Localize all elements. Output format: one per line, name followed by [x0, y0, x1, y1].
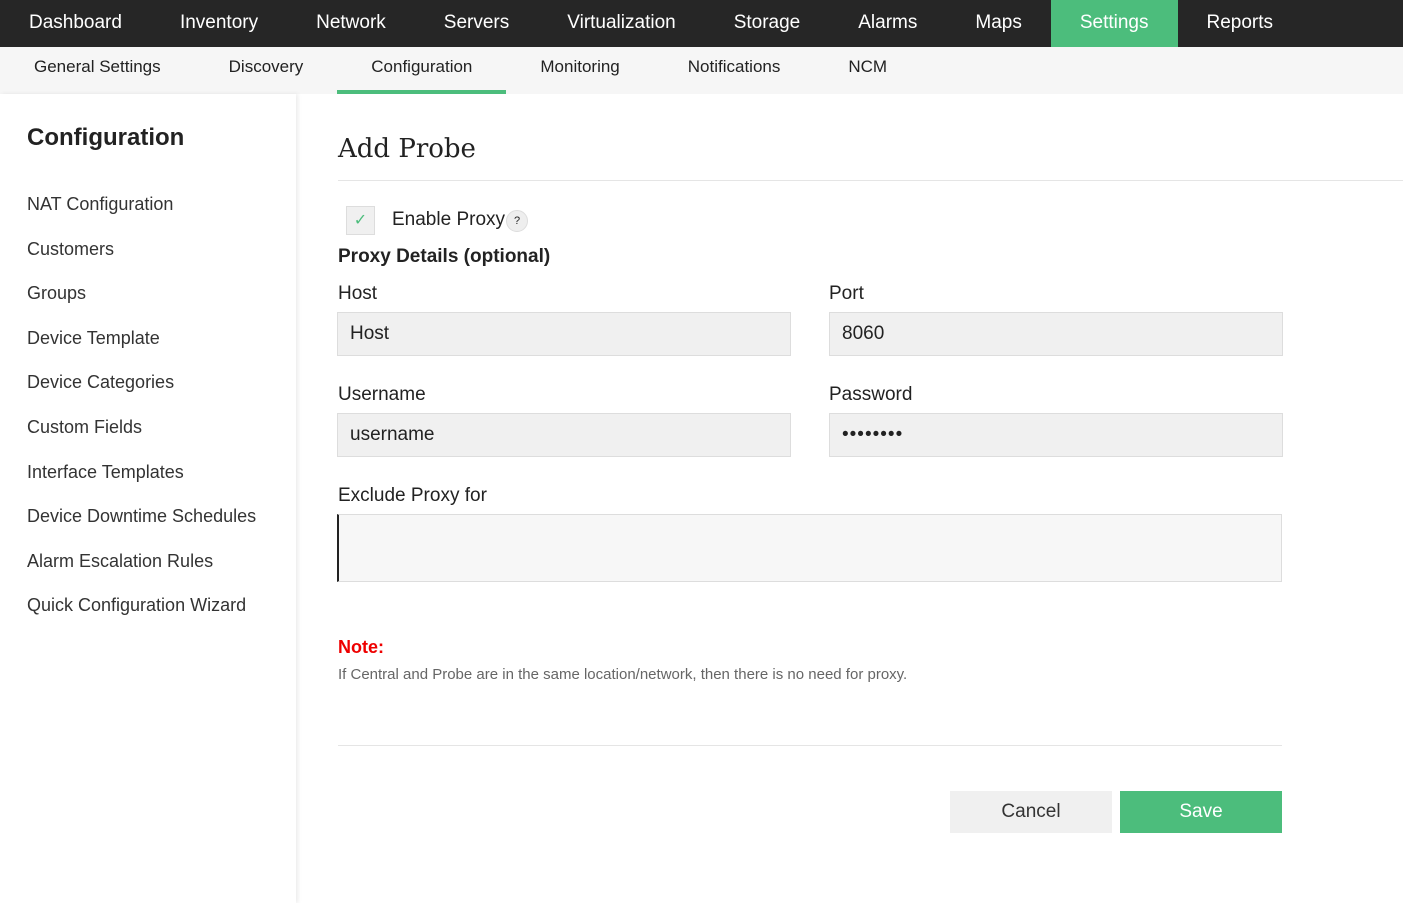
- nav-alarms[interactable]: Alarms: [858, 12, 918, 33]
- nav-servers[interactable]: Servers: [443, 12, 510, 33]
- tab-notifications[interactable]: Notifications: [687, 57, 781, 76]
- sidebar-item-downtime-schedules[interactable]: Device Downtime Schedules: [27, 506, 257, 527]
- nav-maps[interactable]: Maps: [975, 12, 1022, 33]
- section-heading: Proxy Details (optional): [338, 246, 551, 267]
- divider: [338, 180, 1403, 181]
- exclude-proxy-label: Exclude Proxy for: [338, 485, 487, 506]
- cancel-button[interactable]: Cancel: [950, 791, 1112, 833]
- sidebar-item-customers[interactable]: Customers: [27, 238, 115, 259]
- port-label: Port: [829, 283, 864, 304]
- tab-discovery[interactable]: Discovery: [228, 57, 304, 76]
- password-label: Password: [829, 384, 913, 405]
- username-input[interactable]: username: [337, 413, 791, 457]
- tab-general-settings[interactable]: General Settings: [34, 57, 161, 76]
- enable-proxy-label: Enable Proxy: [392, 209, 506, 230]
- port-input[interactable]: 8060: [829, 312, 1283, 356]
- top-nav: Dashboard Inventory Network Servers Virt…: [0, 0, 1403, 47]
- check-icon: ✓: [353, 212, 368, 229]
- sub-nav: General Settings Discovery Configuration…: [0, 47, 1403, 94]
- host-input[interactable]: Host: [337, 312, 791, 356]
- nav-reports[interactable]: Reports: [1206, 12, 1274, 33]
- sidebar-title: Configuration: [27, 124, 185, 151]
- nav-settings[interactable]: Settings: [1050, 0, 1178, 47]
- nav-virtualization[interactable]: Virtualization: [567, 12, 676, 33]
- sidebar-item-groups[interactable]: Groups: [27, 283, 87, 304]
- sidebar-item-device-categories[interactable]: Device Categories: [27, 372, 175, 393]
- host-label: Host: [338, 283, 378, 304]
- save-button[interactable]: Save: [1120, 791, 1282, 833]
- password-input[interactable]: ••••••••: [829, 413, 1283, 457]
- exclude-proxy-textarea[interactable]: [337, 514, 1282, 582]
- enable-proxy-checkbox[interactable]: ✓: [346, 206, 375, 235]
- sidebar: Configuration NAT Configuration Customer…: [0, 94, 296, 903]
- sidebar-item-device-template[interactable]: Device Template: [27, 327, 160, 348]
- nav-inventory[interactable]: Inventory: [179, 12, 259, 33]
- tab-ncm[interactable]: NCM: [848, 57, 888, 76]
- tab-monitoring[interactable]: Monitoring: [540, 57, 620, 76]
- nav-dashboard[interactable]: Dashboard: [29, 12, 122, 33]
- username-label: Username: [338, 384, 426, 405]
- sidebar-item-nat[interactable]: NAT Configuration: [27, 194, 174, 214]
- tab-configuration[interactable]: Configuration: [337, 47, 507, 94]
- note-label: Note:: [338, 637, 384, 657]
- sidebar-item-quick-config[interactable]: Quick Configuration Wizard: [27, 595, 247, 616]
- note-text: If Central and Probe are in the same loc…: [338, 666, 908, 683]
- sidebar-item-interface-templates[interactable]: Interface Templates: [27, 461, 184, 482]
- nav-storage[interactable]: Storage: [733, 12, 801, 33]
- page-title: Add Probe: [338, 134, 476, 164]
- divider: [338, 745, 1282, 746]
- help-icon[interactable]: ?: [506, 210, 528, 232]
- sidebar-item-custom-fields[interactable]: Custom Fields: [27, 416, 143, 437]
- sidebar-item-alarm-escalation[interactable]: Alarm Escalation Rules: [27, 550, 214, 571]
- nav-network[interactable]: Network: [316, 12, 386, 33]
